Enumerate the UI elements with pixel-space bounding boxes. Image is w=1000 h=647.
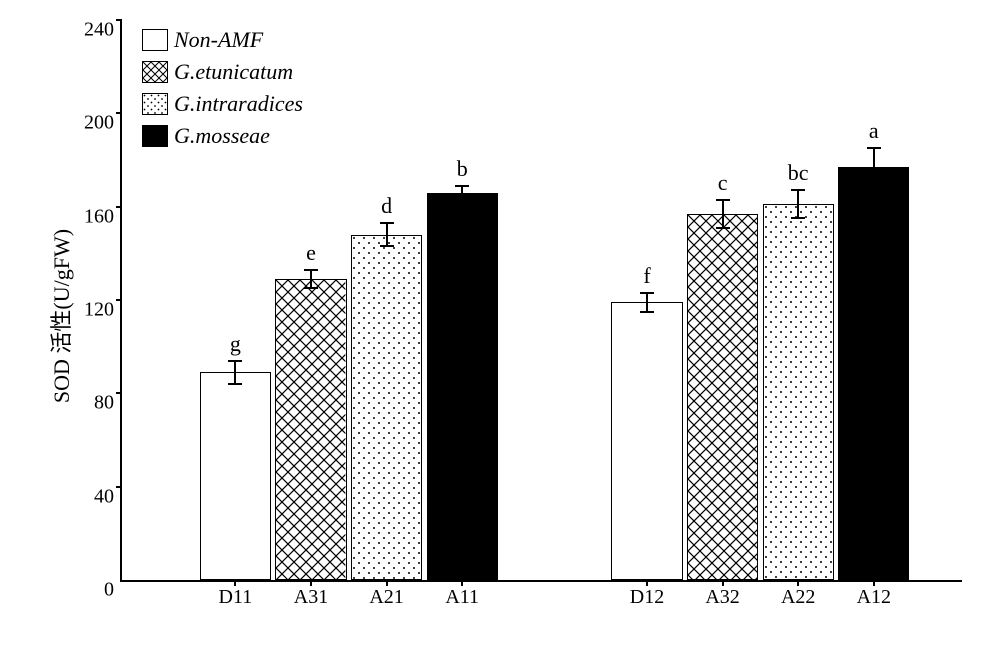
y-tick-label: 240 [84,19,122,42]
bar-D12 [611,302,682,580]
y-tick-mark [116,112,122,114]
legend-swatch [142,125,168,147]
x-tick-mark [234,580,236,586]
error-cap [640,292,654,294]
significance-letter: d [381,193,392,219]
error-cap [380,245,394,247]
error-bar [234,361,236,384]
plot-area: 04080120160200240gD11eA31dA21bA11fD12cA3… [120,20,962,582]
y-tick-mark [116,392,122,394]
legend-label: G.mosseae [174,123,270,149]
error-cap [228,360,242,362]
error-cap [640,311,654,313]
significance-letter: b [457,156,468,182]
sod-bar-chart: SOD 活性(U/gFW) 04080120160200240gD11eA31d… [0,0,1000,647]
legend-swatch [142,61,168,83]
legend-label: G.intraradices [174,91,303,117]
y-tick-mark [116,299,122,301]
error-cap [380,222,394,224]
y-axis-label: SOD 活性(U/gFW) [44,216,76,416]
significance-letter: c [718,170,728,196]
y-tick-label: 200 [84,112,122,135]
y-tick-mark [116,206,122,208]
bar-A12 [838,167,909,580]
legend-item: G.intraradices [142,90,303,118]
legend-item: G.mosseae [142,122,303,150]
error-cap [304,269,318,271]
error-cap [791,189,805,191]
error-bar [646,293,648,312]
error-cap [228,383,242,385]
error-cap [304,287,318,289]
error-bar [461,186,463,200]
x-tick-mark [722,580,724,586]
x-tick-mark [797,580,799,586]
legend-label: G.etunicatum [174,59,293,85]
error-cap [455,185,469,187]
bar-A32 [687,214,758,580]
y-tick-label: 160 [84,205,122,228]
legend-item: Non-AMF [142,26,303,54]
error-bar [310,270,312,289]
legend-swatch [142,93,168,115]
error-cap [716,199,730,201]
significance-letter: bc [788,160,809,186]
bar-A31 [275,279,346,580]
bar-A22 [763,204,834,580]
error-cap [791,217,805,219]
y-tick-label: 80 [94,392,122,415]
y-tick-label: 40 [94,485,122,508]
significance-letter: a [869,118,879,144]
x-tick-mark [386,580,388,586]
significance-letter: e [306,240,316,266]
error-cap [867,147,881,149]
bar-A21 [351,235,422,580]
significance-letter: g [230,331,241,357]
legend-label: Non-AMF [174,27,263,53]
y-tick-label: 0 [104,579,122,602]
legend: Non-AMF G.etunicatum G.intraradices G.mosse… [142,26,303,154]
significance-letter: f [643,263,650,289]
x-tick-mark [873,580,875,586]
legend-swatch [142,29,168,51]
error-bar [873,148,875,185]
error-bar [722,200,724,228]
y-tick-mark [116,19,122,21]
error-cap [867,185,881,187]
error-bar [386,223,388,246]
y-tick-mark [116,486,122,488]
error-bar [797,190,799,218]
bar-A11 [427,193,498,580]
x-tick-mark [646,580,648,586]
error-cap [455,199,469,201]
error-cap [716,227,730,229]
x-tick-mark [461,580,463,586]
x-tick-mark [310,580,312,586]
y-tick-label: 120 [84,299,122,322]
bar-D11 [200,372,271,580]
legend-item: G.etunicatum [142,58,303,86]
